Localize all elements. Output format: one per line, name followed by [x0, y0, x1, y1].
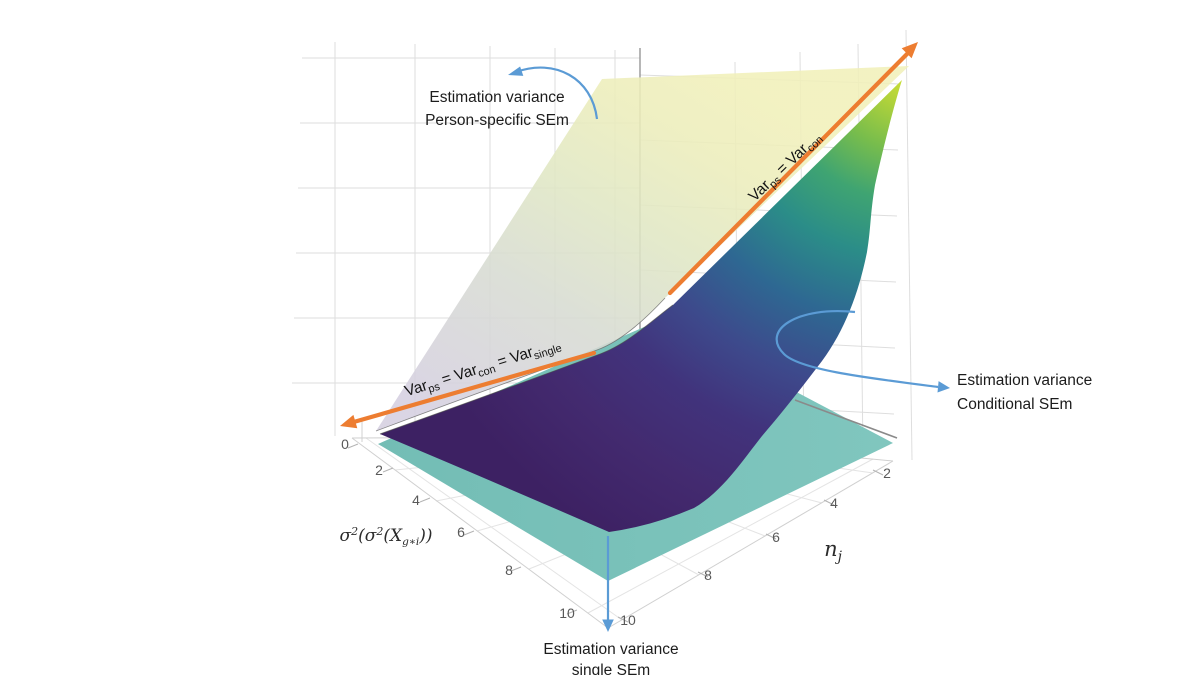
annotation-person-specific-line1: Estimation variance [429, 89, 564, 106]
orange-arrow-nj2-edge [667, 42, 918, 296]
sigma-tick-10: 10 [559, 605, 575, 621]
person-specific-plane-right-edge-line [794, 399, 898, 439]
sigma-axis-label: σ2(σ2(Xg∗i)) [339, 525, 432, 548]
annotation-single: Estimation variance single SEm [543, 641, 678, 675]
blue-arrow-person-specific [508, 66, 599, 120]
sigma-tick-6: 6 [457, 524, 465, 540]
blue-arrow-conditional [775, 310, 950, 393]
annotation-conditional-line1: Estimation variance [957, 372, 1092, 389]
annotation-person-specific-line2: Person-specific SEm [425, 112, 569, 129]
conditional-fold-edge [379, 304, 674, 435]
n-axis-label: nj [824, 537, 843, 565]
sigma-tick-4: 4 [412, 492, 420, 508]
surface-conditional-sem [380, 80, 902, 532]
sigma-tick-2: 2 [375, 462, 383, 478]
annotation-conditional: Estimation variance Conditional SEm [957, 372, 1092, 413]
orange-arrow-sigma0-edge [340, 350, 597, 429]
annotation-conditional-line2: Conditional SEm [957, 396, 1072, 413]
n-axis-ticks: 2 4 6 8 10 [620, 465, 891, 628]
left-wall-grid [292, 42, 640, 437]
sigma-tick-0: 0 [341, 436, 349, 452]
n-tick-8: 8 [704, 567, 712, 583]
n-tick-10: 10 [620, 612, 636, 628]
sigma-axis-ticks: 0 2 4 6 8 10 [341, 436, 575, 621]
axis-tick-stubs [347, 443, 884, 623]
annotation-single-line2: single SEm [572, 662, 650, 675]
blue-arrow-single [602, 536, 614, 632]
n-tick-4: 4 [830, 495, 838, 511]
n-tick-2: 2 [883, 465, 891, 481]
n-tick-6: 6 [772, 529, 780, 545]
annotation-single-line1: Estimation variance [543, 641, 678, 658]
annotation-person-specific: Estimation variance Person-specific SEm [425, 89, 569, 129]
sigma-tick-8: 8 [505, 562, 513, 578]
surface-person-specific-sem [376, 66, 909, 431]
